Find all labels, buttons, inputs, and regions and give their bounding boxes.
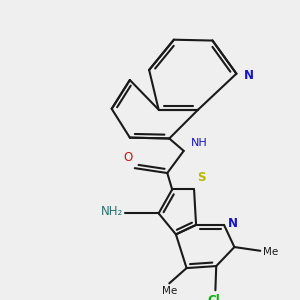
Text: Cl: Cl [208,294,220,300]
Text: N: N [227,217,238,230]
Text: Me: Me [162,286,177,296]
Text: Me: Me [262,247,278,257]
Text: O: O [123,151,132,164]
Text: NH: NH [191,138,208,148]
Text: NH₂: NH₂ [101,206,124,218]
Text: S: S [197,171,206,184]
Text: N: N [244,69,254,82]
